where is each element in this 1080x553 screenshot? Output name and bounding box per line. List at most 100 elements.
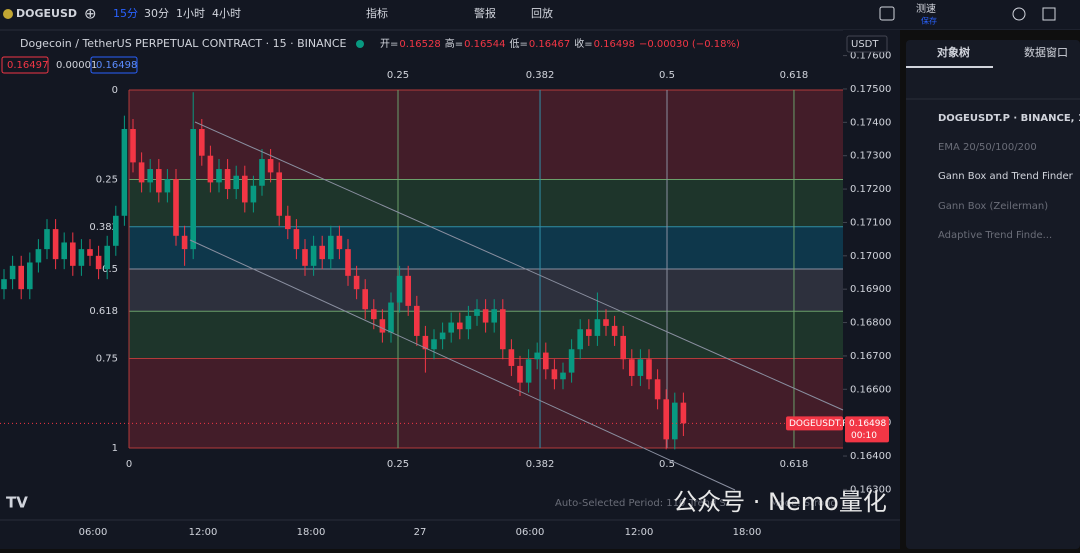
candle-body	[560, 372, 566, 380]
interval[interactable]: 4小时	[212, 7, 241, 20]
candle-body	[130, 129, 136, 163]
candle-body	[78, 249, 85, 266]
candle-body	[113, 215, 119, 246]
gann-x-label: 0.618	[780, 70, 809, 81]
y-tick-label: 0.16800	[850, 318, 891, 329]
candle-body	[18, 265, 24, 290]
price-tag	[786, 416, 843, 431]
legend-title: Dogecoin / TetherUS PERPETUAL CONTRACT ·…	[20, 37, 347, 50]
price-tag-price: 0.16498	[849, 419, 886, 429]
gann-x-label: 0.382	[526, 459, 555, 470]
candle-body	[371, 309, 377, 320]
y-tick-label: 0.17400	[850, 117, 891, 128]
candle-body	[672, 402, 678, 440]
currency-box[interactable]	[846, 35, 888, 53]
gann-level-label: 0.75	[96, 354, 118, 365]
candle-body	[250, 185, 257, 203]
y-tick-label: 0.16300	[850, 484, 891, 495]
candle-body	[620, 335, 626, 360]
candle-body	[1, 279, 7, 290]
tab[interactable]: 数据窗口	[1024, 45, 1068, 59]
candle-body	[70, 242, 76, 266]
side-panel-card	[906, 40, 1080, 549]
trend-line	[189, 239, 736, 491]
logo: TV	[6, 494, 28, 512]
ohlc-value: 0.16544	[464, 39, 505, 50]
candle-body	[104, 245, 110, 270]
x-tick-label: 27	[414, 527, 427, 538]
candle-body	[439, 332, 446, 340]
candle-body	[448, 322, 454, 333]
candle-body	[224, 169, 231, 190]
gann-x-label: 0.25	[387, 459, 409, 470]
tree-item[interactable]: Gann Box and Trend Finder	[938, 171, 1074, 182]
fullscreen-icon[interactable]	[1042, 7, 1056, 21]
trend-line	[194, 121, 844, 411]
candle-body	[267, 159, 274, 173]
candle-body	[551, 369, 558, 380]
candle-body	[353, 275, 360, 290]
tab[interactable]: 对象树	[937, 45, 970, 59]
candle-body	[525, 359, 532, 383]
candle-body	[646, 359, 652, 380]
candle-body	[27, 262, 33, 290]
gann-zone	[129, 226, 843, 269]
candle-body	[543, 352, 549, 370]
candle-body	[568, 349, 575, 373]
candle-body	[594, 319, 601, 336]
status: Trend S	[688, 498, 726, 509]
candle-body	[629, 359, 635, 376]
x-tick-label: 06:00	[516, 527, 545, 538]
y-tick-label: 0.17600	[850, 51, 891, 62]
ohlc-label: 收=	[574, 37, 592, 50]
status: Mode: Strong	[770, 498, 837, 509]
candle-body	[663, 399, 669, 440]
toolbar	[0, 0, 1080, 30]
candle-body	[302, 249, 308, 266]
candle-body	[405, 275, 411, 306]
price-tag-countdown: 00:10	[851, 431, 877, 441]
candle-body	[164, 179, 171, 193]
ohlc-value: 0.16528	[399, 39, 440, 50]
candle-body	[207, 155, 214, 183]
gann-x-label: 0.5	[659, 459, 675, 470]
tree-item[interactable]: Gann Box (Zeilerman)	[938, 201, 1048, 212]
candle-body	[457, 322, 463, 330]
replay[interactable]: 回放	[531, 6, 553, 20]
save[interactable]: 保存	[921, 16, 937, 26]
test[interactable]: 测速	[916, 2, 936, 15]
indicators[interactable]: 指标	[366, 6, 388, 20]
candle-body	[190, 129, 196, 250]
gann-level-label: 0.25	[96, 175, 118, 186]
candle-body	[293, 229, 300, 250]
candle-body	[319, 245, 325, 260]
candle-body	[328, 235, 334, 260]
status-dot	[356, 40, 364, 48]
ohlc-label: 开=	[380, 39, 398, 50]
interval[interactable]: 30分	[144, 7, 169, 20]
interval[interactable]: 15分	[113, 7, 138, 20]
gann-x-label: 0.618	[780, 459, 809, 470]
ask: 0.16498	[96, 60, 137, 71]
candle-body	[242, 175, 248, 203]
settings-icon[interactable]	[1012, 7, 1026, 21]
coin-icon	[3, 9, 13, 19]
candle-body	[379, 319, 386, 333]
tree-item[interactable]: DOGEUSDT.P · BINANCE, 15	[938, 113, 1080, 124]
tree-item[interactable]: Adaptive Trend Finde...	[938, 230, 1052, 241]
candle-body	[577, 329, 583, 350]
candle-body	[414, 305, 420, 336]
x-tick-label: 12:00	[189, 527, 218, 538]
tree-item[interactable]: EMA 20/50/100/200	[938, 142, 1037, 153]
candle-body	[87, 249, 93, 256]
ohlc-label: 高=	[445, 37, 463, 50]
interval[interactable]: 1小时	[176, 7, 205, 20]
candle-body	[61, 242, 67, 260]
candle-body	[517, 365, 523, 383]
currency[interactable]: USDT	[851, 39, 879, 50]
alert[interactable]: 警报	[474, 6, 496, 20]
gann-level-label: 0	[112, 85, 118, 96]
symbol[interactable]: DOGEUSD	[16, 7, 77, 20]
layout-icon[interactable]	[879, 6, 895, 21]
add-button[interactable]: ⊕	[84, 5, 97, 23]
